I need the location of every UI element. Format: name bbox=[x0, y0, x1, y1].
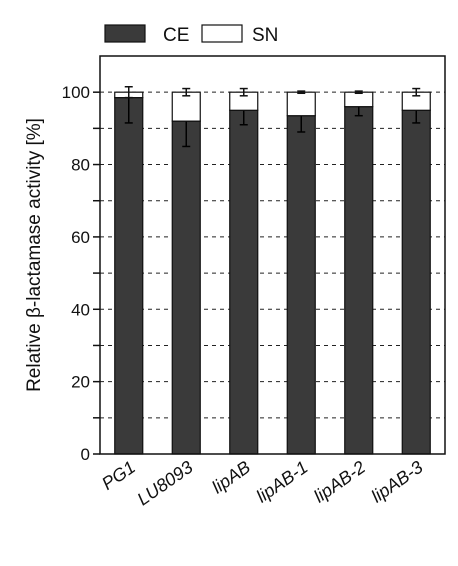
x-tick-label: lipAB-3 bbox=[368, 457, 427, 507]
bar-segment bbox=[171, 91, 201, 122]
bar-segment bbox=[344, 91, 374, 108]
x-tick-label: lipAB-1 bbox=[253, 457, 312, 507]
y-tick-label: 20 bbox=[71, 373, 90, 392]
legend-label: SN bbox=[252, 25, 278, 46]
x-tick-label: PG1 bbox=[98, 457, 139, 494]
y-tick-label: 100 bbox=[62, 83, 90, 102]
bar-segment bbox=[286, 115, 316, 455]
legend-swatch bbox=[104, 24, 146, 43]
y-tick-label: 40 bbox=[71, 300, 90, 319]
x-tick-label: lipAB-2 bbox=[310, 457, 369, 507]
bar-segment bbox=[114, 97, 144, 455]
y-tick-label: 0 bbox=[81, 445, 90, 464]
legend-swatch bbox=[201, 24, 243, 43]
x-tick-label: LU8093 bbox=[133, 457, 196, 510]
y-tick-label: 80 bbox=[71, 156, 90, 175]
bar-segment bbox=[344, 106, 374, 455]
bar-segment bbox=[171, 120, 201, 455]
bar-segment bbox=[401, 109, 431, 455]
x-tick-label: lipAB bbox=[208, 457, 254, 497]
plot-frame bbox=[99, 55, 446, 455]
bar-segment bbox=[229, 109, 259, 455]
y-axis-label: Relative β-lactamase activity [%] bbox=[24, 118, 45, 392]
bar-segment bbox=[286, 91, 316, 117]
y-tick-label: 60 bbox=[71, 228, 90, 247]
legend-label: CE bbox=[163, 25, 189, 46]
